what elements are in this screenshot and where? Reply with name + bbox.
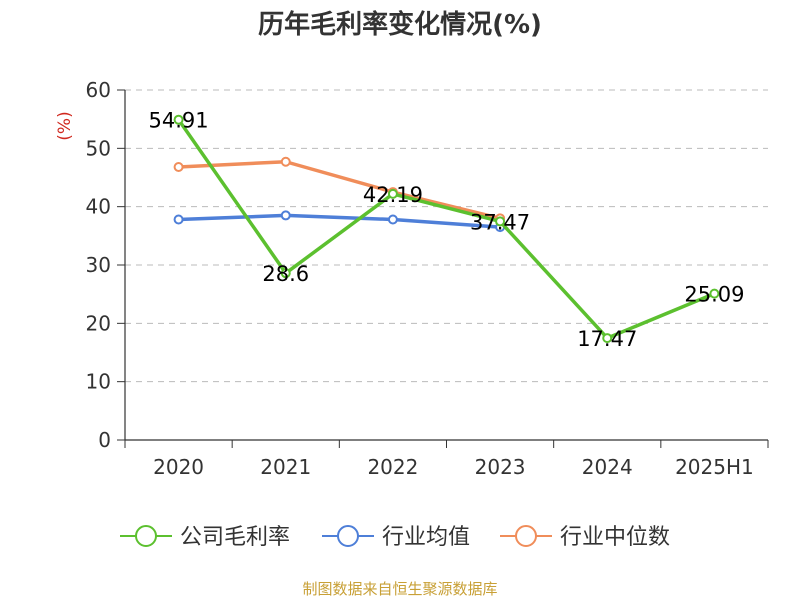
series-line	[178, 213, 501, 229]
data-point	[173, 114, 184, 125]
data-point	[280, 156, 291, 167]
legend-label: 行业中位数	[560, 525, 670, 550]
y-tick-label: 10	[86, 370, 111, 394]
grid-lines	[125, 89, 768, 383]
y-tick-label: 0	[98, 428, 111, 452]
y-tick-label: 40	[86, 195, 111, 219]
axes: 0 10 20 30 40 50 60 2020 2021 2022 2023 2024 2025H1 (…	[55, 78, 769, 479]
data-point	[280, 268, 291, 279]
data-label: 37.47	[470, 210, 530, 234]
legend: 公司毛利率 行业均值 行业中位数	[120, 525, 670, 550]
data-point	[173, 162, 184, 172]
data-point	[280, 210, 291, 221]
series-lines	[173, 114, 720, 344]
data-point	[173, 214, 184, 225]
x-tick-label: 2024	[582, 455, 633, 479]
data-point	[387, 214, 398, 225]
data-label: 42.19	[363, 183, 423, 207]
data-label: 17.47	[577, 327, 637, 351]
x-tick-label: 2025H1	[675, 455, 754, 479]
y-tick-label: 60	[86, 78, 111, 102]
legend-marker	[135, 525, 157, 547]
data-label: 28.6	[262, 262, 309, 286]
legend-marker	[515, 525, 537, 547]
legend-marker	[337, 525, 359, 547]
x-tick-label: 2022	[367, 455, 418, 479]
y-tick-label: 30	[86, 253, 111, 277]
data-point	[602, 333, 613, 344]
legend-label: 行业均值	[382, 525, 470, 550]
data-point	[387, 188, 398, 199]
data-label: 25.09	[684, 283, 744, 307]
series-line	[177, 118, 716, 340]
data-point	[709, 288, 720, 299]
y-axis-label: (%)	[55, 111, 75, 140]
legend-label: 公司毛利率	[180, 525, 290, 550]
x-tick-label: 2021	[260, 455, 311, 479]
data-point	[495, 216, 506, 227]
data-labels: 54.91 28.6 42.19 37.47 17.47 25.09	[149, 109, 745, 351]
data-label: 54.91	[149, 109, 209, 133]
y-tick-label: 20	[86, 311, 111, 335]
series-line	[178, 160, 501, 221]
x-tick-label: 2020	[153, 455, 204, 479]
y-tick-label: 50	[86, 136, 111, 160]
x-tick-label: 2023	[475, 455, 526, 479]
chart-title: 历年毛利率变化情况(%)	[258, 10, 542, 40]
source-note: 制图数据来自恒生聚源数据库	[302, 580, 498, 598]
